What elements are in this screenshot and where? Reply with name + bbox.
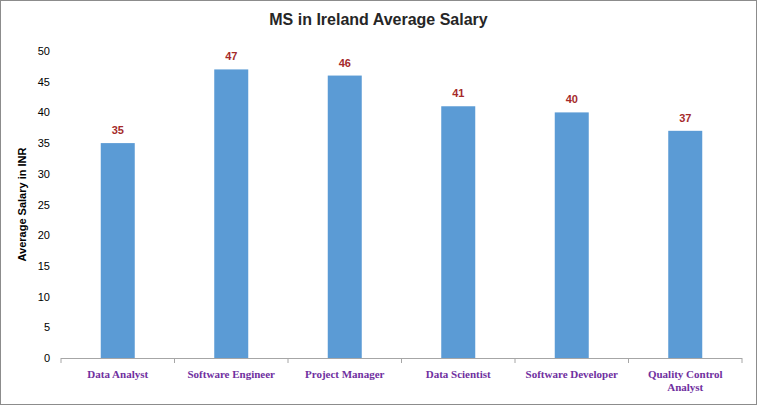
x-tick [742,358,743,363]
y-tick [57,112,61,113]
data-label: 41 [452,87,464,99]
data-label: 46 [339,57,351,69]
x-tick-label: Data Analyst [87,368,148,380]
y-tick-label: 10 [38,291,50,303]
x-tick [515,358,516,363]
x-tick-label: Project Manager [305,368,385,380]
chart-border [1,1,757,405]
data-label: 37 [679,112,691,124]
bar [441,106,475,358]
x-tick [61,358,62,363]
data-label: 47 [225,50,237,62]
x-tick-label: Software Developer [526,368,618,380]
y-tick-label: 45 [38,76,50,88]
bar [328,76,362,358]
y-axis-label: Average Salary in INR [16,147,28,261]
title: MS in Ireland Average Salary [269,11,488,28]
data-label: 35 [112,124,124,136]
y-tick [57,173,61,174]
x-tick-label-line: Project Manager [305,368,385,380]
y-tick [57,265,61,266]
y-tick-label: 20 [38,229,50,241]
x-tick-label: Software Engineer [188,368,276,380]
data-label: 40 [566,93,578,105]
y-tick [57,296,61,297]
y-tick-label: 15 [38,260,50,272]
x-tick [174,358,175,363]
x-tick [628,358,629,363]
y-tick-label: 35 [38,137,50,149]
y-tick-label: 25 [38,199,50,211]
y-tick [57,51,61,52]
y-tick [57,143,61,144]
y-tick-label: 50 [38,45,50,57]
bar [668,131,702,358]
x-tick-label-line: Data Analyst [87,368,148,380]
y-tick [57,327,61,328]
y-tick-label: 5 [44,321,50,333]
bar [101,143,135,358]
x-tick-label-line: Quality Control [648,368,723,380]
y-tick-label: 30 [38,168,50,180]
y-tick [57,204,61,205]
x-tick-label: Data Scientist [426,368,491,380]
bar [214,69,248,358]
x-tick-label-line: Analyst [667,381,703,393]
y-tick [57,358,61,359]
x-tick-label-line: Software Engineer [188,368,276,380]
x-tick-label-line: Data Scientist [426,368,491,380]
x-tick-label: Quality ControlAnalyst [648,368,723,393]
bars [101,69,703,358]
bar [555,112,589,358]
y-tick [57,235,61,236]
x-tick [288,358,289,363]
y-tick-label: 40 [38,106,50,118]
x-tick [401,358,402,363]
y-tick [57,81,61,82]
x-tick-label-line: Software Developer [526,368,618,380]
chart: MS in Ireland Average Salary Average Sala… [0,0,757,405]
y-tick-label: 0 [44,352,50,364]
